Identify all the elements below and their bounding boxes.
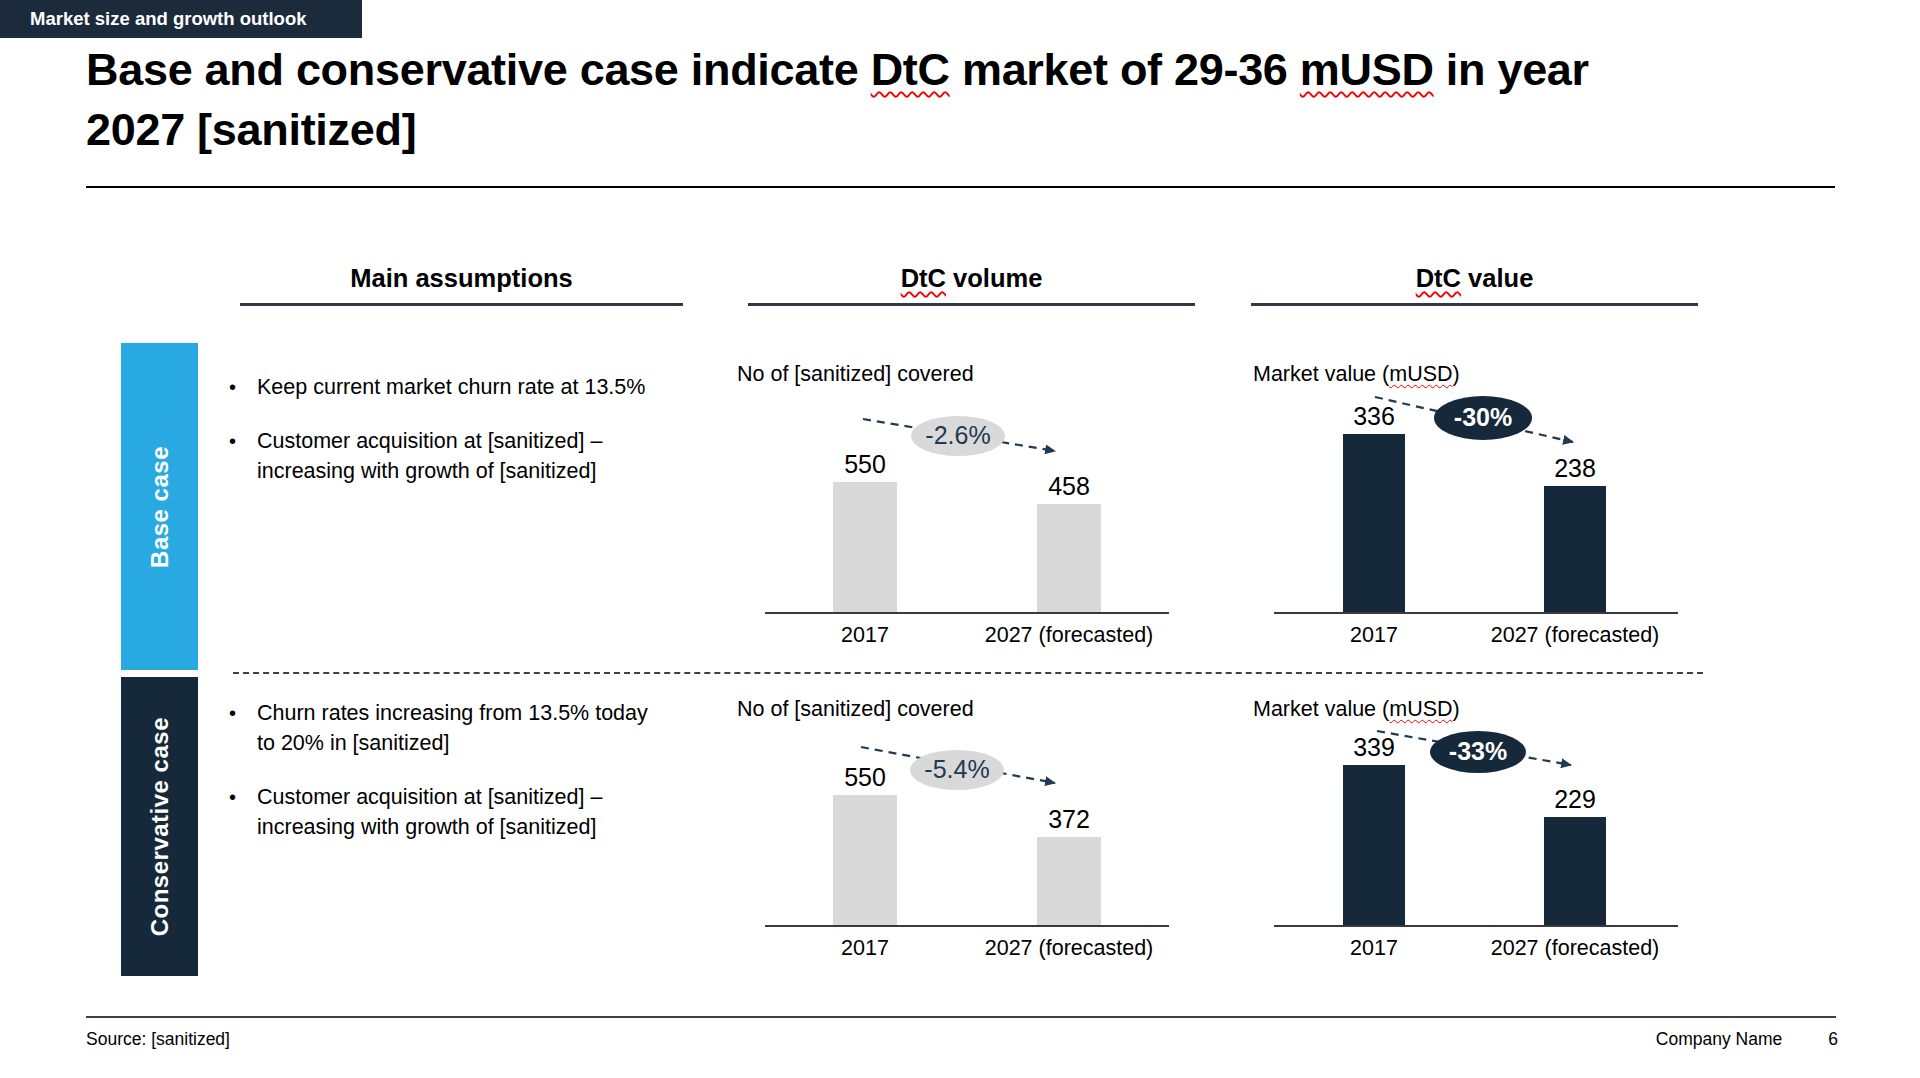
bullet-list-base: Keep current market churn rate at 13.5% … — [229, 372, 659, 510]
bullet-list-conservative: Churn rates increasing from 13.5% today … — [229, 698, 659, 866]
bullet-text: Customer acquisition at [sanitized] – in… — [257, 426, 659, 486]
bar-group-2027: 229 — [1544, 695, 1606, 925]
row-label-conservative-case: Conservative case — [121, 677, 198, 976]
section-tag-label: Market size and growth outlook — [30, 8, 307, 30]
trend-arrow: -30% — [1253, 360, 1723, 612]
bullet-item: Customer acquisition at [sanitized] – in… — [229, 426, 659, 486]
x-axis-label-2017: 2017 — [1264, 936, 1484, 961]
title-rule — [86, 186, 1835, 188]
x-axis-label-2027: 2027 (forecasted) — [959, 936, 1179, 961]
column-header-term: DtC — [1416, 264, 1461, 292]
change-ellipse — [1434, 396, 1532, 440]
bar-group-2027: 458 — [1037, 360, 1101, 612]
change-ellipse — [910, 750, 1004, 790]
bullet-text: Customer acquisition at [sanitized] – in… — [257, 782, 659, 842]
bar-2017 — [833, 482, 897, 612]
bar-value-label: 458 — [1048, 472, 1090, 501]
footer-rule — [86, 1016, 1836, 1018]
bar-value-label: 372 — [1048, 805, 1090, 834]
bar-value-label: 550 — [844, 450, 886, 479]
title-term-musd: mUSD — [1300, 44, 1434, 95]
x-axis-label-2027: 2027 (forecasted) — [1465, 623, 1685, 648]
change-label: -30% — [1454, 403, 1512, 431]
bar-value-label: 336 — [1353, 402, 1395, 431]
title-text: market of 29-36 — [950, 44, 1300, 95]
column-header-dtc-value: DtC value — [1251, 264, 1698, 306]
section-tag: Market size and growth outlook — [0, 0, 362, 38]
bullet-item: Churn rates increasing from 13.5% today … — [229, 698, 659, 758]
bar-group-2017: 339 — [1343, 695, 1405, 925]
change-label: -2.6% — [925, 421, 990, 449]
trend-arrow: -2.6% — [737, 360, 1207, 612]
column-header-label: volume — [946, 264, 1042, 292]
bar-value-label: 238 — [1554, 454, 1596, 483]
bar-group-2017: 550 — [833, 695, 897, 925]
x-axis-label-2017: 2017 — [755, 623, 975, 648]
bar-value-label: 229 — [1554, 785, 1596, 814]
change-ellipse — [1430, 731, 1526, 773]
bar-2027 — [1544, 486, 1606, 612]
title-line2: 2027 [sanitized] — [86, 104, 416, 155]
bar-group-2017: 336 — [1343, 360, 1405, 612]
change-label: -33% — [1449, 737, 1507, 765]
title-text: in year — [1434, 44, 1589, 95]
axis-line — [1274, 612, 1678, 614]
bullet-item: Keep current market churn rate at 13.5% — [229, 372, 659, 402]
bar-group-2027: 238 — [1544, 360, 1606, 612]
row-label-text: Base case — [146, 446, 174, 568]
row-label-base-case: Base case — [121, 343, 198, 670]
bar-group-2017: 550 — [833, 360, 897, 612]
x-axis-label-2017: 2017 — [755, 936, 975, 961]
bar-group-2027: 372 — [1037, 695, 1101, 925]
chart-base-value: Market value (mUSD) 336 238 -30% 2017 20… — [1253, 360, 1723, 672]
axis-line — [1274, 925, 1678, 927]
x-axis-label-2017: 2017 — [1264, 623, 1484, 648]
bar-2027 — [1037, 837, 1101, 925]
chart-base-volume: No of [sanitized] covered 550 458 -2.6% … — [737, 360, 1207, 672]
chart-title-text: ) — [1453, 362, 1460, 386]
row-divider — [233, 672, 1703, 674]
change-label: -5.4% — [924, 755, 989, 783]
trend-arrow: -33% — [1253, 695, 1723, 925]
axis-line — [765, 925, 1169, 927]
row-label-text: Conservative case — [146, 717, 174, 936]
bullet-text: Churn rates increasing from 13.5% today … — [257, 698, 659, 758]
slide-title: Base and conservative case indicate DtC … — [86, 40, 1856, 160]
chart-title-text: ) — [1453, 697, 1460, 721]
bullet-item: Customer acquisition at [sanitized] – in… — [229, 782, 659, 842]
trend-arrow: -5.4% — [737, 695, 1207, 925]
footer-company: Company Name — [1656, 1029, 1782, 1050]
bullet-text: Keep current market churn rate at 13.5% — [257, 372, 645, 402]
bar-value-label: 550 — [844, 763, 886, 792]
bar-2017 — [1343, 765, 1405, 925]
chart-conservative-volume: No of [sanitized] covered 550 372 -5.4% … — [737, 695, 1207, 1007]
title-text: Base and conservative case indicate — [86, 44, 871, 95]
bar-2017 — [833, 795, 897, 925]
footer-source: Source: [sanitized] — [86, 1029, 230, 1050]
footer-right: Company Name 6 — [1656, 1029, 1838, 1050]
trend-dashed-line — [1377, 731, 1571, 765]
chart-conservative-value: Market value (mUSD) 339 229 -33% 2017 20… — [1253, 695, 1723, 1007]
column-header-label: Main assumptions — [350, 264, 572, 292]
bar-2027 — [1037, 504, 1101, 612]
column-header-assumptions: Main assumptions — [240, 264, 683, 306]
bar-value-label: 339 — [1353, 733, 1395, 762]
bar-2017 — [1343, 434, 1405, 612]
column-header-dtc-volume: DtC volume — [748, 264, 1195, 306]
slide: Market size and growth outlook Base and … — [0, 0, 1920, 1078]
change-ellipse — [911, 416, 1005, 456]
x-axis-label-2027: 2027 (forecasted) — [959, 623, 1179, 648]
axis-line — [765, 612, 1169, 614]
column-header-term: DtC — [901, 264, 946, 292]
bar-2027 — [1544, 817, 1606, 925]
footer-page-number: 6 — [1828, 1029, 1838, 1050]
x-axis-label-2027: 2027 (forecasted) — [1465, 936, 1685, 961]
title-term-dtc: DtC — [871, 44, 950, 95]
column-header-label: value — [1461, 264, 1533, 292]
